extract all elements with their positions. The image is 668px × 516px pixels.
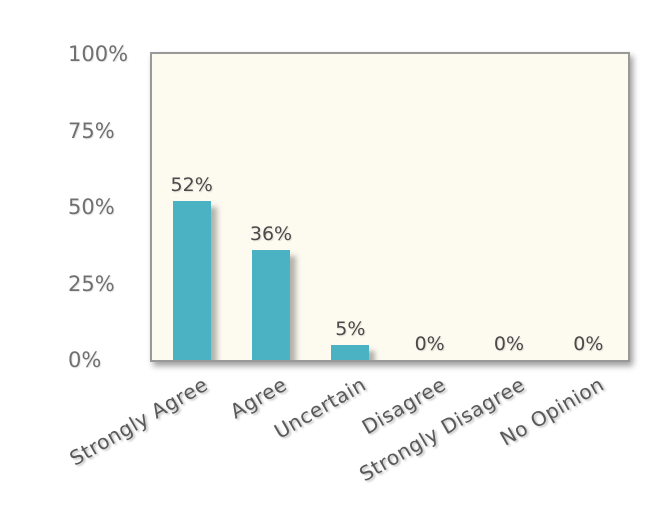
y-tick-label: 75% (68, 118, 115, 143)
bar-value-label: 0% (573, 333, 604, 355)
bar-slot: 0% (549, 54, 628, 360)
bar-value-label: 0% (414, 333, 445, 355)
bar-value-label: 0% (493, 333, 525, 355)
bar (251, 250, 290, 360)
bar-slot: 5% (311, 54, 390, 360)
plot-area: 52% 36% 5% 0% 0% 0% (150, 52, 630, 362)
bar (172, 201, 211, 360)
y-tick-label: 100% (68, 42, 129, 66)
bar-slot: 52% (152, 54, 231, 360)
y-tick-label: 0% (68, 348, 102, 372)
y-tick-label: 50% (68, 195, 115, 219)
bar-slot: 0% (469, 54, 548, 360)
bar-value-label: 36% (249, 223, 293, 245)
bar-value-label: 52% (170, 174, 213, 196)
bar-value-label: 5% (335, 318, 366, 340)
bar (331, 345, 370, 360)
bar-slot: 0% (390, 54, 469, 360)
y-tick-label: 25% (68, 271, 115, 296)
bar-slot: 36% (231, 54, 310, 360)
